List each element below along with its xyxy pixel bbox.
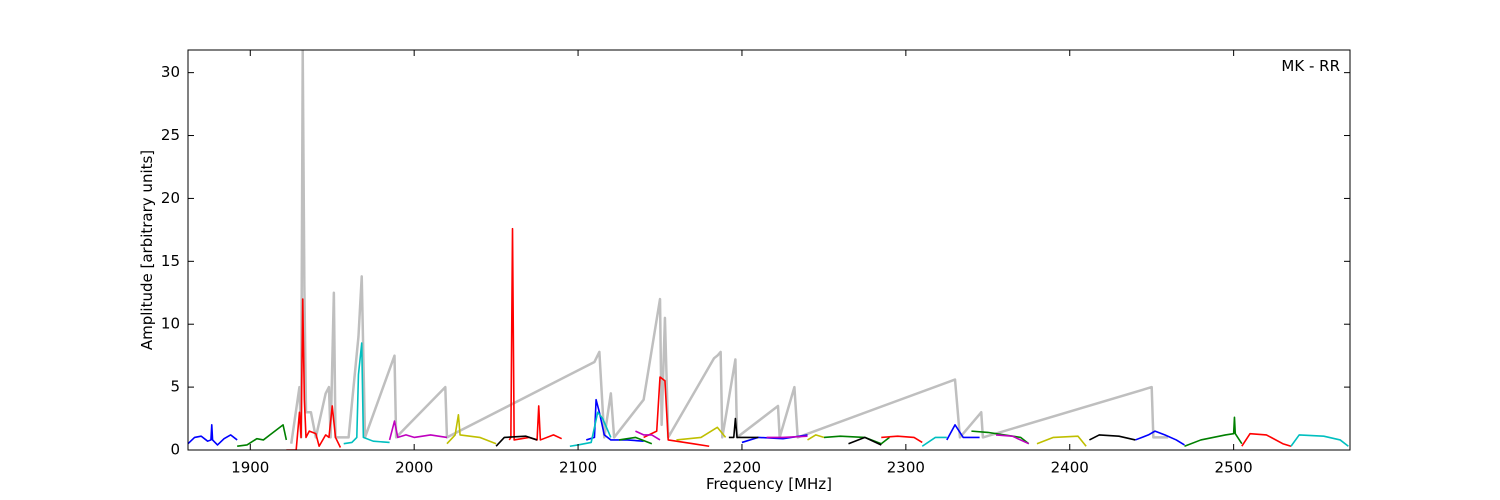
lines [188,50,1349,450]
series-line [290,50,1169,444]
y-tick-label: 30 [161,63,180,81]
series-line [388,420,1030,445]
plot-frame [187,49,1351,451]
series-line [446,413,1087,447]
plot-area [188,50,1350,450]
x-tick-label: 2100 [559,459,597,477]
x-tick-label: 2000 [395,459,433,477]
y-tick-label: 5 [170,378,180,396]
x-tick-label: 2400 [1051,459,1089,477]
y-axis-label: Amplitude [arbitrary units] [138,150,156,350]
y-tick-label: 0 [170,441,180,459]
series-line [495,417,1136,447]
x-tick-label: 2500 [1215,459,1253,477]
y-tick-label: 10 [161,315,180,333]
x-tick-label: 1900 [231,459,269,477]
x-tick-label: 2200 [723,459,761,477]
x-axis-label: Frequency [MHz] [706,475,832,493]
annotation: MK - RR [1281,57,1340,75]
y-tick-label: 25 [161,126,180,144]
y-tick-label: 20 [161,189,180,207]
y-tick-label: 15 [161,252,180,270]
x-tick-label: 2300 [887,459,925,477]
series-line [343,342,1349,448]
